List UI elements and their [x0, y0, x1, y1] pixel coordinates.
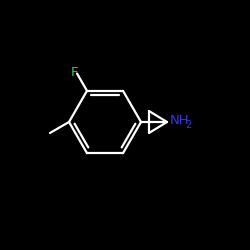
Text: 2: 2 [186, 120, 192, 130]
Text: F: F [71, 66, 79, 79]
Text: NH: NH [170, 114, 190, 128]
